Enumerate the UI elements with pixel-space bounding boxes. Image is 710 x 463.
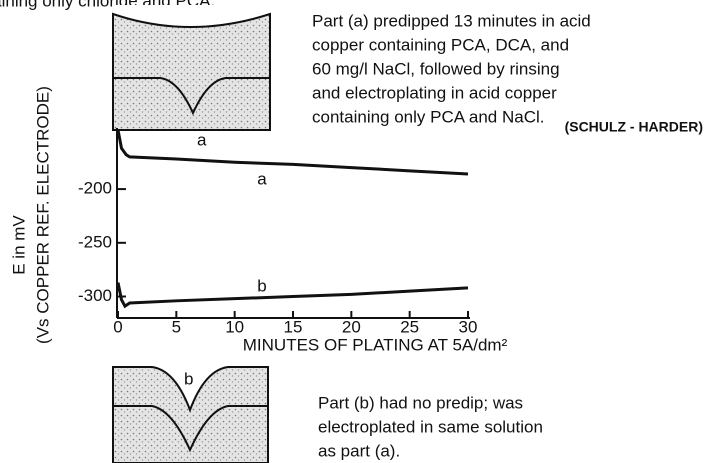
y-tick-label: -200 — [78, 179, 112, 198]
inset-label: a — [197, 130, 207, 149]
x-tick-label: 10 — [225, 317, 244, 336]
y-axis-label: E in mV — [9, 215, 28, 275]
y-tick-label: -300 — [78, 286, 112, 305]
series-line — [118, 130, 468, 174]
y-axis-sublabel: (Vs COPPER REF. ELECTRODE) — [33, 86, 52, 344]
inset-a — [113, 5, 270, 130]
annotation-line: Part (a) predipped 13 minutes in acid — [312, 11, 591, 30]
x-axis-label: MINUTES OF PLATING AT 5A/dm² — [243, 335, 508, 354]
note-line: as part (a). — [318, 441, 400, 460]
chart: containing only chloride and PCA. a b E … — [0, 0, 710, 463]
series-line — [118, 283, 468, 307]
note-line: Part (b) had no predip; was — [318, 393, 523, 412]
x-tick-label: 15 — [284, 317, 303, 336]
x-tick-label: 25 — [400, 317, 419, 336]
annotation-line: containing only PCA and NaCl. — [312, 107, 544, 126]
note-line: electroplated in same solution — [318, 417, 543, 436]
x-tick-label: 20 — [342, 317, 361, 336]
source: (SCHULZ - HARDER) — [565, 119, 703, 135]
inset-label: b — [184, 369, 193, 388]
annotation-line: and electroplating in acid copper — [312, 83, 557, 102]
series-label: a — [257, 169, 267, 188]
annotation-line: copper containing PCA, DCA, and — [312, 35, 569, 54]
x-tick-label: 30 — [459, 317, 478, 336]
x-tick-label: 0 — [113, 317, 122, 336]
y-tick-label: -250 — [78, 232, 112, 251]
x-tick-label: 5 — [172, 317, 181, 336]
series-label: b — [257, 276, 266, 295]
annotation-line: 60 mg/l NaCl, followed by rinsing — [312, 59, 560, 78]
